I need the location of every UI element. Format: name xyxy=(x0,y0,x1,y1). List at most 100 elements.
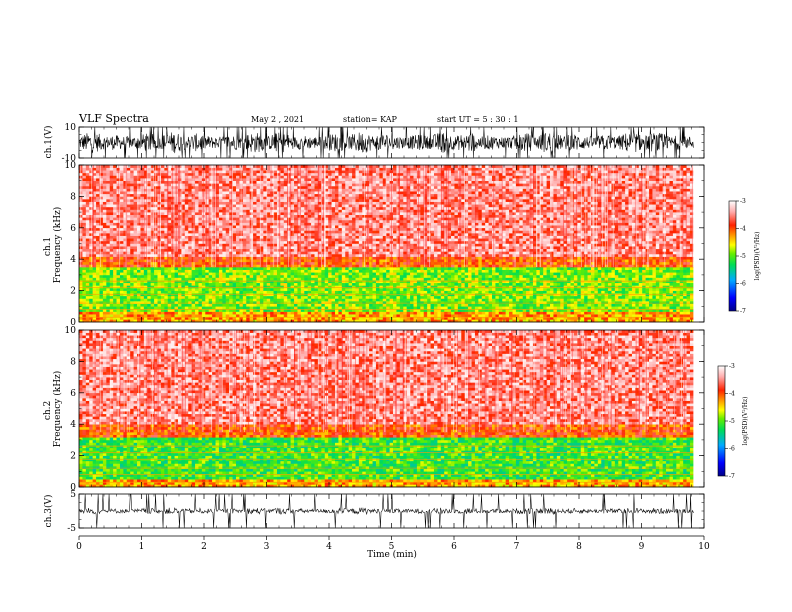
spectrogram-cell xyxy=(348,295,353,299)
spectrogram-cell xyxy=(410,301,414,304)
spectrogram-cell xyxy=(519,251,524,255)
spectrogram-cell xyxy=(218,295,223,299)
spectrogram-cell xyxy=(584,319,588,323)
spectrogram-cell xyxy=(413,259,418,263)
spectrogram-cell xyxy=(92,282,97,286)
spectrogram-cell xyxy=(515,295,520,299)
spectrogram-cell xyxy=(177,267,182,270)
spectrogram-cell xyxy=(358,301,363,304)
spectrogram-cell xyxy=(587,314,592,318)
spectrogram-cell xyxy=(116,259,121,263)
spectrogram-cell xyxy=(133,272,138,276)
spectrogram-cell xyxy=(212,272,216,276)
spectrogram-cell xyxy=(631,259,636,263)
spectrogram-cell xyxy=(642,290,646,294)
spectrogram-cell xyxy=(406,280,411,284)
spectrogram-cell xyxy=(393,259,397,263)
spectrogram-cell xyxy=(334,269,339,273)
spectrogram-cell xyxy=(396,277,401,281)
spectrogram-cell xyxy=(614,285,619,289)
spectrogram-cell xyxy=(590,272,595,276)
spectrogram-cell xyxy=(512,277,517,281)
spectrogram-cell xyxy=(317,303,322,307)
spectrogram-cell xyxy=(375,319,380,323)
spectrogram-cell xyxy=(283,256,288,260)
spectrogram-cell xyxy=(304,295,308,299)
spectrogram-cell xyxy=(338,316,343,320)
spectrogram-cell xyxy=(382,277,387,281)
spectrogram-cell xyxy=(372,267,377,270)
spectrogram-cell xyxy=(143,253,148,257)
spectrogram-cell xyxy=(447,301,452,304)
spectrogram-cell xyxy=(478,290,483,294)
spectrogram-cell xyxy=(430,311,435,315)
spectrogram-cell xyxy=(137,272,141,276)
spectrogram-cell xyxy=(509,259,513,263)
spectrogram-cell xyxy=(201,280,206,284)
spectrogram-cell xyxy=(621,301,626,304)
spectrogram-cell xyxy=(280,259,285,263)
spectrogram-cell xyxy=(652,306,657,310)
spectrogram-cell xyxy=(597,285,602,289)
spectrogram-cell xyxy=(563,261,568,265)
spectrogram-cell xyxy=(317,259,322,263)
spectrogram-cell xyxy=(474,290,479,294)
spectrogram-cell xyxy=(331,287,336,291)
spectrogram-cell xyxy=(420,280,425,284)
spectrogram-cell xyxy=(341,280,346,284)
spectrogram-cell xyxy=(539,280,544,284)
spectrogram-cell xyxy=(321,301,326,304)
spectrogram-cell xyxy=(515,269,520,273)
spectrogram-cell xyxy=(399,311,404,315)
spectrogram-cell xyxy=(137,282,141,286)
spectrogram-cell xyxy=(601,253,605,257)
spectrogram-cell xyxy=(577,277,582,281)
spectrogram-cell xyxy=(451,261,455,265)
spectrogram-cell xyxy=(218,285,223,289)
spectrogram-cell xyxy=(96,287,100,291)
spectrogram-cell xyxy=(635,311,640,315)
spectrogram-cell xyxy=(686,298,691,302)
spectrogram-cell xyxy=(679,314,684,318)
spectrogram-cell xyxy=(130,256,134,260)
spectrogram-cell xyxy=(399,269,404,273)
spectrogram-cell xyxy=(652,316,657,320)
spectrogram-cell xyxy=(287,319,291,323)
spectrogram-cell xyxy=(427,285,431,289)
spectrogram-cell xyxy=(338,251,343,255)
spectrogram-cell xyxy=(215,316,220,320)
spectrogram-cell xyxy=(294,269,298,273)
spectrogram-cell xyxy=(461,264,465,268)
spectrogram-cell xyxy=(116,267,121,270)
spectrogram-cell xyxy=(229,285,233,289)
spectrogram-cell xyxy=(317,319,322,323)
spectrogram-cell xyxy=(184,277,189,281)
spectrogram-cell xyxy=(212,282,216,286)
spectrogram-cell xyxy=(386,259,390,263)
spectrogram-cell xyxy=(181,319,186,323)
spectrogram-cell xyxy=(556,253,561,257)
spectrogram-cell xyxy=(109,251,114,255)
spectrogram-cell xyxy=(181,285,186,289)
spectrogram-cell xyxy=(96,308,100,312)
spectrogram-cell xyxy=(628,290,633,294)
spectrogram-cell xyxy=(498,282,503,286)
spectrogram-cell xyxy=(304,274,308,278)
spectrogram-cell xyxy=(659,251,663,255)
spectrogram-cell xyxy=(427,290,431,294)
spectrogram-cell xyxy=(573,314,578,318)
spectrogram-cell xyxy=(512,274,517,278)
spectrogram-cell xyxy=(440,277,445,281)
spectrogram-cell xyxy=(294,253,298,257)
spectrogram-cell xyxy=(502,280,506,284)
spectrogram-cell xyxy=(553,306,558,310)
spectrogram-cell xyxy=(553,298,558,302)
spectrogram-cell xyxy=(307,267,312,270)
spectrogram-cell xyxy=(82,277,87,281)
spectrogram-cell xyxy=(618,316,622,320)
spectrogram-cell xyxy=(505,280,510,284)
spectrogram-cell xyxy=(447,319,452,323)
spectrogram-cell xyxy=(604,264,609,268)
spectrogram-cell xyxy=(205,261,209,265)
spectrogram-cell xyxy=(212,311,216,315)
